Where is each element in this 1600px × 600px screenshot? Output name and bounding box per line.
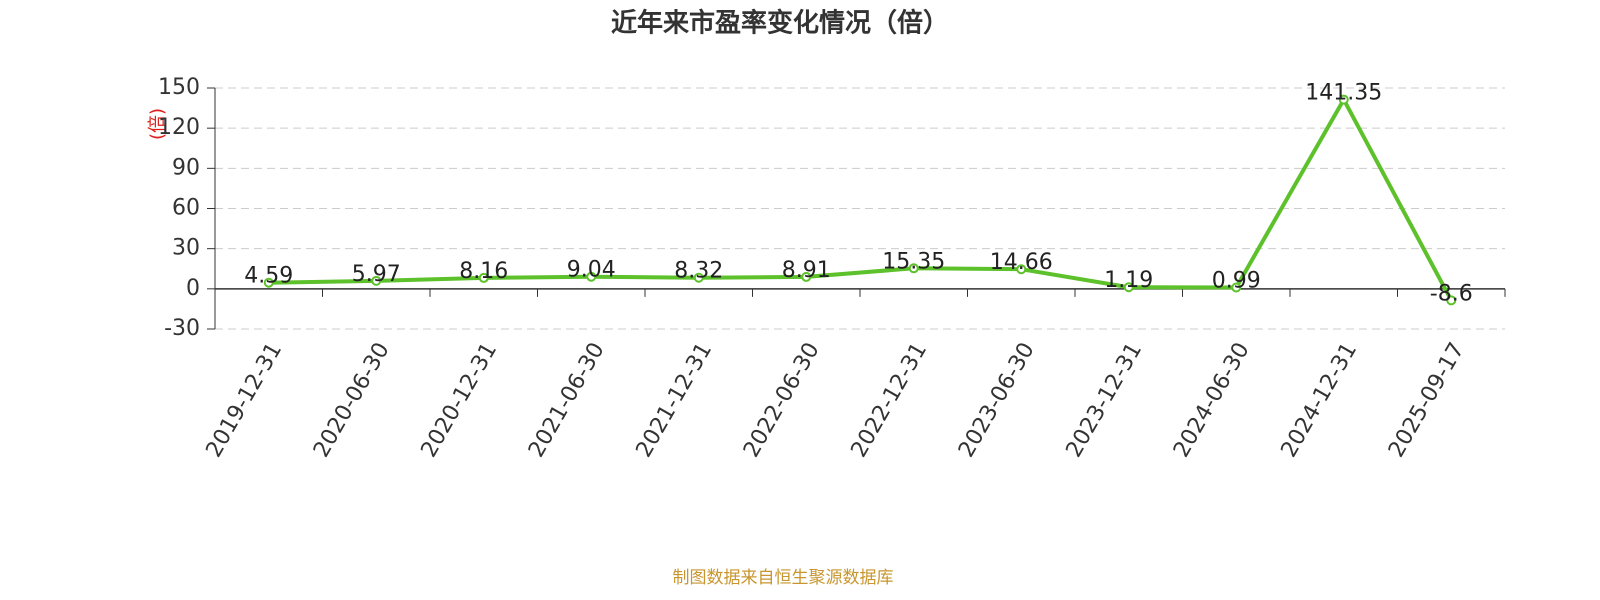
x-tick-label: 2021-12-31 <box>632 339 718 462</box>
data-label: 0.99 <box>1212 269 1261 294</box>
x-tick-label: 2025-09-17 <box>1384 339 1470 462</box>
point <box>478 272 489 283</box>
y-tick-label: 90 <box>172 155 200 180</box>
x-tick-label: 2020-06-30 <box>309 339 395 462</box>
data-label: 15.35 <box>882 249 945 274</box>
x-tick-label: 2023-06-30 <box>954 339 1040 462</box>
source-note: 制图数据来自恒生聚源数据库 <box>673 568 894 588</box>
data-label: 4.59 <box>244 264 293 289</box>
y-axis-label: (倍) <box>147 108 168 140</box>
x-tick-label: 2022-12-31 <box>847 339 933 462</box>
x-tick-label: 2024-12-31 <box>1277 339 1363 462</box>
y-tick-label: -30 <box>164 316 200 341</box>
x-tick-label: 2023-12-31 <box>1062 339 1148 462</box>
x-tick-label: 2019-12-31 <box>202 339 288 462</box>
data-label: 5.97 <box>352 262 401 287</box>
line <box>268 97 1454 302</box>
point <box>263 277 274 288</box>
y-tick-label: 30 <box>172 236 200 261</box>
point <box>693 272 704 283</box>
point <box>908 263 919 274</box>
data-label: -8.6 <box>1430 281 1473 306</box>
chart-title: 近年来市盈率变化情况（倍） <box>611 8 949 39</box>
point <box>801 271 812 282</box>
data-label: 8.16 <box>459 259 508 284</box>
y-tick-label: 0 <box>186 276 200 301</box>
data-label: 14.66 <box>990 250 1053 275</box>
point <box>1231 282 1242 293</box>
data-label: 9.04 <box>567 258 616 283</box>
y-tick-label: 150 <box>158 75 200 100</box>
point <box>586 271 597 282</box>
x-tick-label: 2022-06-30 <box>739 339 825 462</box>
x-tick-label: 2024-06-30 <box>1169 339 1255 462</box>
x-tick-label: 2020-12-31 <box>417 339 503 462</box>
data-label: 8.32 <box>674 259 723 284</box>
y-tick-label: 60 <box>172 196 200 221</box>
point <box>371 275 382 286</box>
data-label: 1.19 <box>1104 268 1153 293</box>
data-label: 8.91 <box>782 258 831 283</box>
data-label: 141.35 <box>1305 81 1382 106</box>
point <box>1123 282 1134 293</box>
point <box>1338 94 1349 105</box>
y-tick-label: 120 <box>158 115 200 140</box>
x-tick-label: 2021-06-30 <box>524 339 610 462</box>
point <box>1016 264 1027 275</box>
point <box>1446 295 1457 306</box>
